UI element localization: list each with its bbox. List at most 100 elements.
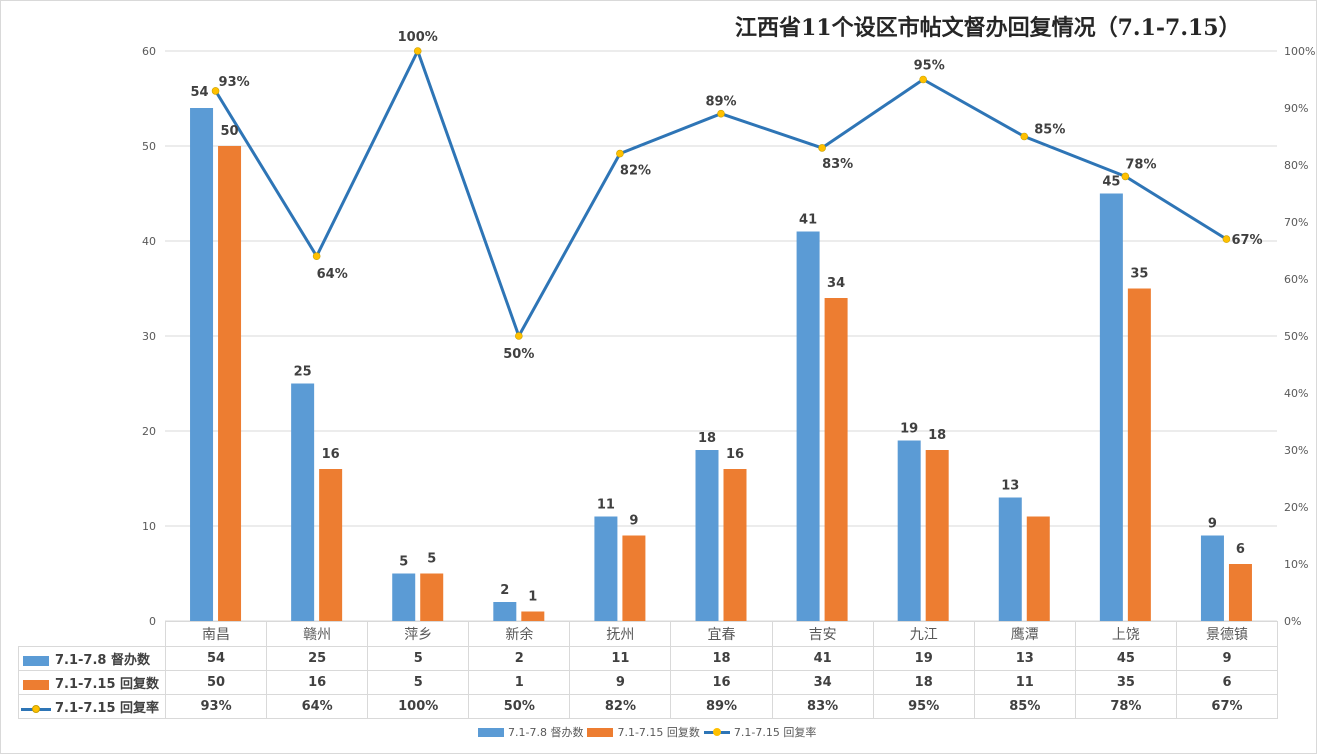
table-cell: 11 (569, 646, 672, 671)
category-cell: 萍乡 (367, 621, 470, 647)
reply-rate-marker (413, 47, 422, 55)
bar-replied (925, 450, 949, 621)
bar-value-label: 35 (1130, 267, 1148, 282)
right-axis-tick: 100% (1284, 45, 1315, 58)
table-cell: 67% (1175, 694, 1279, 719)
bar-value-label: 2 (500, 583, 509, 598)
row-label: 7.1-7.15 回复率 (55, 701, 160, 716)
table-cell: 64% (266, 694, 369, 719)
category-cell: 南昌 (164, 621, 268, 647)
bar-value-label: 5 (427, 552, 436, 567)
right-axis-tick: 70% (1284, 216, 1308, 229)
right-axis-tick: 50% (1284, 330, 1308, 343)
left-axis-tick: 50 (142, 140, 156, 153)
reply-rate-marker (515, 332, 523, 340)
bar-replied (1026, 516, 1050, 621)
category-cell: 宜春 (670, 621, 773, 647)
bar-supervised (1200, 535, 1224, 621)
bar-value-label: 13 (1001, 479, 1019, 494)
bar-supervised (695, 450, 719, 621)
rate-value-label: 89% (705, 95, 736, 110)
bar-value-label: 16 (726, 447, 744, 462)
right-axis-tick: 80% (1284, 159, 1308, 172)
reply-rate-marker (717, 109, 725, 118)
table-cell: 2 (468, 646, 571, 671)
row-header: 7.1-7.15 回复率 (18, 694, 166, 719)
table-cell: 5 (367, 670, 470, 695)
bar-value-label: 34 (827, 276, 845, 291)
reply-rate-marker (1121, 172, 1130, 181)
reply-rate-marker (1020, 132, 1029, 141)
legend-label: 7.1-7.15 回复率 (733, 726, 817, 739)
reply-rate-marker (1222, 235, 1231, 243)
table-cell: 41 (771, 646, 874, 671)
legend-item-reply-rate[interactable]: 7.1-7.15 回复率 (703, 724, 817, 740)
legend-item-supervised[interactable]: 7.1-7.8 督办数 (478, 724, 583, 740)
category-cell: 景德镇 (1175, 621, 1279, 647)
bar-replied (1127, 288, 1151, 621)
rate-value-label: 78% (1125, 157, 1156, 172)
category-cell: 鹰潭 (973, 621, 1076, 647)
table-cell: 16 (670, 670, 773, 695)
left-axis-tick: 10 (142, 520, 156, 533)
bar-replied (420, 573, 444, 621)
table-cell: 50 (164, 670, 268, 695)
table-row: 7.1-7.8 督办数 54 25 5 2 11 18 41 19 13 45 … (18, 646, 1279, 671)
table-cell: 6 (1175, 670, 1279, 695)
reply-rate-marker (919, 75, 927, 84)
bar-replied (218, 146, 242, 621)
rate-value-label: 83% (822, 157, 853, 172)
table-cell: 78% (1074, 694, 1177, 719)
table-cell: 18 (872, 670, 975, 695)
bar-value-label: 16 (322, 447, 340, 462)
rate-value-label: 93% (219, 75, 250, 90)
bar-value-label: 1 (528, 590, 537, 605)
right-axis-tick: 60% (1284, 273, 1308, 286)
rate-value-label: 100% (398, 30, 438, 45)
bar-value-label: 50 (220, 124, 238, 139)
table-cell: 9 (569, 670, 672, 695)
bar-replied (521, 611, 545, 621)
bar-value-label: 25 (294, 365, 312, 380)
line-marker-key-icon (21, 704, 51, 714)
left-axis-tick: 30 (142, 330, 156, 343)
bar-supervised (1099, 193, 1123, 621)
bar-supervised (392, 573, 416, 621)
right-axis-tick: 0% (1284, 615, 1301, 628)
row-label: 7.1-7.8 督办数 (55, 653, 150, 668)
table-corner (19, 622, 166, 647)
bar-value-label: 11 (597, 498, 615, 513)
table-cell: 25 (266, 646, 369, 671)
bar-value-label: 41 (799, 213, 817, 228)
category-cell: 新余 (468, 621, 571, 647)
right-axis-tick: 40% (1284, 387, 1308, 400)
legend-item-replied[interactable]: 7.1-7.15 回复数 (587, 724, 700, 740)
category-cell: 抚州 (569, 621, 672, 647)
bar-supervised (594, 516, 618, 621)
table-cell: 11 (973, 670, 1076, 695)
rate-value-label: 95% (914, 59, 945, 74)
rate-value-label: 64% (317, 267, 348, 282)
table-cell: 45 (1074, 646, 1177, 671)
category-cell: 赣州 (266, 621, 369, 647)
orange-swatch-icon (587, 727, 614, 737)
category-cell: 九江 (872, 621, 975, 647)
table-cell: 13 (973, 646, 1076, 671)
category-row: 南昌 赣州 萍乡 新余 抚州 宜春 吉安 九江 鹰潭 上饶 景德镇 (19, 621, 1279, 647)
table-cell: 82% (569, 694, 672, 719)
bar-replied (1228, 564, 1252, 621)
table-cell: 9 (1175, 646, 1279, 671)
legend-label: 7.1-7.8 督办数 (508, 726, 584, 739)
legend-label: 7.1-7.15 回复数 (617, 726, 700, 739)
bar-replied (824, 298, 848, 621)
bar-value-label: 19 (900, 422, 918, 437)
table-cell: 16 (266, 670, 369, 695)
rate-value-label: 67% (1231, 233, 1262, 248)
table-cell: 89% (670, 694, 773, 719)
category-cell: 吉安 (771, 621, 874, 647)
orange-bar-key-icon (23, 679, 49, 690)
rate-value-label: 50% (503, 347, 534, 362)
bar-value-label: 54 (190, 85, 208, 100)
table-cell: 1 (468, 670, 571, 695)
